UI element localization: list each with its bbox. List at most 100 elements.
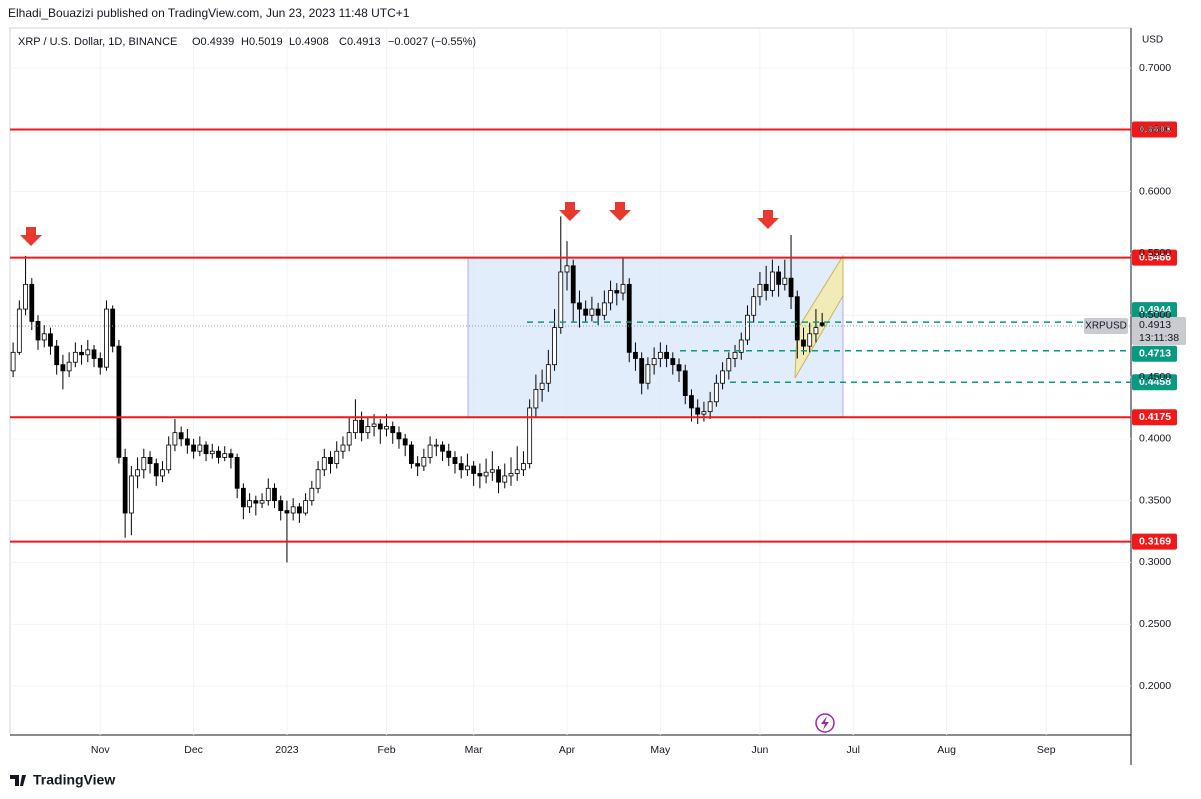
- y-tick-label: 0.2500: [1139, 618, 1171, 630]
- candle-body: [240, 487, 246, 508]
- candle-body: [315, 469, 321, 489]
- candle-body: [664, 351, 669, 359]
- candle-body: [23, 283, 28, 310]
- candle-body: [583, 308, 589, 316]
- y-tick-label: 0.5500: [1139, 247, 1171, 259]
- candle-body: [340, 444, 346, 452]
- candle-body: [595, 308, 601, 316]
- x-tick-label: Apr: [559, 744, 576, 756]
- candle-body: [377, 423, 383, 430]
- candle-body: [110, 308, 116, 347]
- candle-body: [458, 463, 464, 471]
- candle-body: [514, 469, 520, 474]
- candle-body: [794, 296, 800, 341]
- symbol-label: XRPUSD: [1085, 321, 1127, 332]
- candle-body: [496, 469, 501, 483]
- candle-body: [29, 283, 35, 322]
- candle-body: [564, 265, 570, 273]
- candle-body: [508, 473, 514, 477]
- candle-body: [757, 283, 763, 298]
- candle-body: [639, 358, 645, 384]
- arrow: [559, 202, 581, 221]
- candle-body: [209, 450, 215, 455]
- x-tick-label: Feb: [377, 744, 395, 756]
- rising-channel: [794, 254, 844, 379]
- candle-body: [203, 444, 209, 455]
- legend-value: −0.0027 (−0.55%): [388, 36, 476, 48]
- y-tick-label: 0.3000: [1139, 556, 1171, 568]
- candle-body: [10, 351, 16, 372]
- candle-body: [807, 333, 813, 347]
- candle-body: [272, 487, 277, 502]
- arrow: [757, 210, 779, 229]
- legend-value: C0.4913: [339, 36, 381, 48]
- candles: [10, 216, 825, 563]
- candle-body: [720, 370, 725, 384]
- level-label: 0.3169: [1139, 535, 1171, 547]
- candle-body: [682, 370, 688, 396]
- level-label: 0.4175: [1139, 411, 1171, 423]
- candle-body: [247, 500, 253, 508]
- candle-body: [483, 471, 489, 477]
- candle-body: [713, 382, 719, 403]
- candle-body: [334, 450, 340, 464]
- y-tick-label: 0.5000: [1139, 309, 1171, 321]
- candle-body: [819, 322, 825, 327]
- candle-body: [309, 487, 315, 502]
- candle-body: [477, 473, 483, 477]
- candle-body: [371, 423, 377, 427]
- candle-body: [390, 426, 396, 434]
- candle-body: [421, 456, 427, 467]
- target-label-bg: [1132, 345, 1177, 362]
- event-icon[interactable]: [815, 713, 835, 733]
- candle-body: [303, 500, 309, 514]
- y-tick-label: 0.6500: [1139, 124, 1171, 136]
- candle-body: [284, 510, 290, 514]
- candle-body: [184, 438, 190, 446]
- overlay: 0.6503 0.5466 0.4175 0.3169 0.4944 0.4713 0.44…: [10, 121, 1186, 550]
- candle-body: [801, 339, 806, 347]
- level-label-bg: [1132, 121, 1177, 138]
- level-label-bg: [1132, 409, 1177, 426]
- legend-value: L0.4908: [289, 36, 329, 48]
- candle-body: [346, 432, 352, 446]
- candle-body: [570, 265, 576, 304]
- candle-body: [433, 444, 439, 447]
- symbol: XRP / U.S. Dollar, 1D, BINANCE: [18, 36, 177, 48]
- candle-body: [228, 453, 234, 458]
- candle-body: [633, 351, 638, 359]
- candle-body: [502, 475, 508, 483]
- candle-body: [452, 456, 458, 464]
- arrow: [20, 227, 42, 246]
- candle-body: [545, 364, 551, 384]
- event-bolt[interactable]: [821, 716, 829, 730]
- candle-body: [178, 432, 184, 440]
- candle-body: [471, 465, 477, 474]
- candle-body: [589, 308, 595, 316]
- candle-body: [626, 283, 632, 353]
- candle-body: [651, 358, 657, 366]
- candle-body: [85, 349, 91, 356]
- candle-body: [216, 450, 221, 458]
- legend-value: H0.5019: [241, 36, 283, 48]
- candle-body: [645, 364, 651, 384]
- y-tick-label: 0.2000: [1139, 680, 1171, 692]
- countdown: 13:11:38: [1139, 332, 1179, 344]
- candle-body: [552, 327, 557, 366]
- candle-body: [147, 456, 153, 464]
- candle-body: [440, 444, 445, 452]
- level-label: 0.6503: [1139, 123, 1171, 135]
- candle-body: [539, 382, 545, 390]
- candle-body: [776, 271, 781, 285]
- candle-body: [259, 500, 265, 504]
- candle-body: [166, 444, 172, 471]
- x-tick-label: Jun: [751, 744, 768, 756]
- candle-body: [153, 463, 159, 477]
- candle-body: [396, 432, 402, 440]
- target-label: 0.4944: [1139, 304, 1171, 316]
- candle-body: [701, 411, 707, 415]
- candle-body: [732, 351, 738, 359]
- candle-body: [116, 345, 122, 458]
- candle-body: [608, 290, 613, 304]
